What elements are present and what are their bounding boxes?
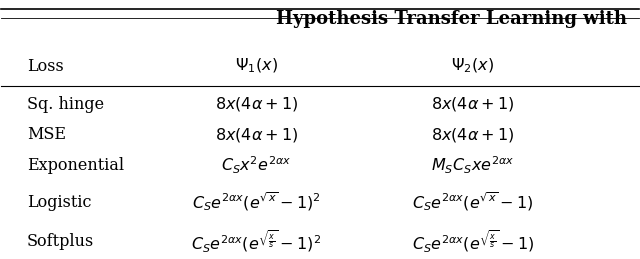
Text: $C_S e^{2\alpha x}(e^{\sqrt{x}}-1)^2$: $C_S e^{2\alpha x}(e^{\sqrt{x}}-1)^2$	[192, 191, 321, 213]
Text: Softplus: Softplus	[27, 233, 94, 250]
Text: $8x(4\alpha+1)$: $8x(4\alpha+1)$	[431, 126, 515, 144]
Text: Hypothesis Transfer Learning with: Hypothesis Transfer Learning with	[276, 10, 627, 28]
Text: $8x(4\alpha+1)$: $8x(4\alpha+1)$	[214, 126, 298, 144]
Text: $8x(4\alpha+1)$: $8x(4\alpha+1)$	[214, 95, 298, 113]
Text: $\Psi_2(x)$: $\Psi_2(x)$	[451, 57, 494, 75]
Text: $C_S x^2 e^{2\alpha x}$: $C_S x^2 e^{2\alpha x}$	[221, 155, 291, 176]
Text: Sq. hinge: Sq. hinge	[27, 96, 104, 113]
Text: $C_S e^{2\alpha x}(e^{\sqrt{\frac{x}{s}}}-1)^2$: $C_S e^{2\alpha x}(e^{\sqrt{\frac{x}{s}}…	[191, 228, 321, 255]
Text: Logistic: Logistic	[27, 193, 92, 211]
Text: Exponential: Exponential	[27, 157, 124, 174]
Text: $\Psi_1(x)$: $\Psi_1(x)$	[235, 57, 278, 75]
Text: $8x(4\alpha+1)$: $8x(4\alpha+1)$	[431, 95, 515, 113]
Text: MSE: MSE	[27, 126, 66, 143]
Text: $C_S e^{2\alpha x}(e^{\sqrt{x}}-1)$: $C_S e^{2\alpha x}(e^{\sqrt{x}}-1)$	[412, 191, 534, 213]
Text: $M_S C_S x e^{2\alpha x}$: $M_S C_S x e^{2\alpha x}$	[431, 155, 515, 176]
Text: $C_S e^{2\alpha x}(e^{\sqrt{\frac{x}{s}}}-1)$: $C_S e^{2\alpha x}(e^{\sqrt{\frac{x}{s}}…	[412, 228, 534, 255]
Text: Loss: Loss	[27, 58, 63, 75]
